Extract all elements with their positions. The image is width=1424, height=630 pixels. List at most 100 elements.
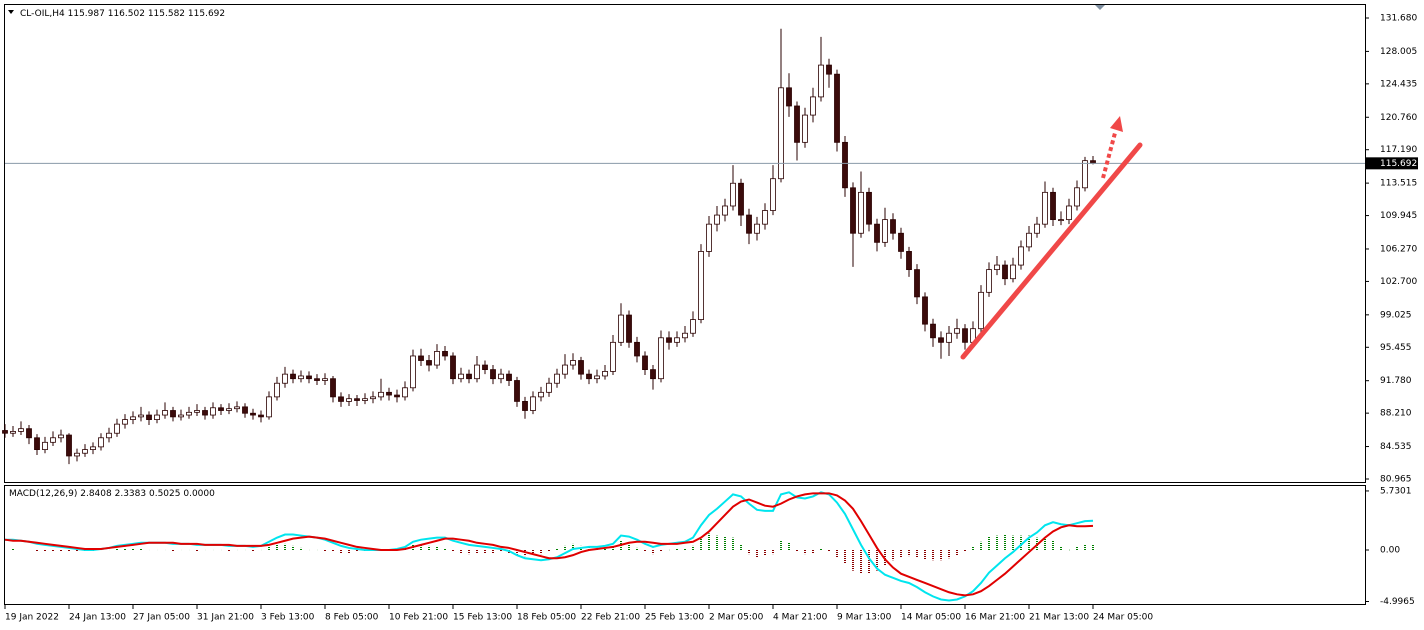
candle-body xyxy=(378,391,384,398)
candle-body xyxy=(66,434,72,457)
candle-body xyxy=(458,373,464,380)
candle-body xyxy=(682,332,688,339)
candle-body xyxy=(234,406,240,410)
x-tick-label: 10 Feb 21:00 xyxy=(389,613,448,623)
candle-body xyxy=(1082,160,1088,189)
candle-body xyxy=(650,369,656,380)
candle-body xyxy=(474,364,480,380)
candle-body xyxy=(370,396,376,400)
candle-body xyxy=(842,141,848,189)
candle-body xyxy=(634,341,640,357)
y-tick-label: -4.9965 xyxy=(1380,597,1415,607)
candle-body xyxy=(498,373,504,380)
candle-body xyxy=(362,398,368,401)
y-tick-label: 128.005 xyxy=(1380,47,1417,57)
candle-body xyxy=(490,369,496,380)
macd-header: MACD(12,26,9) 2.8408 2.3383 0.5025 0.000… xyxy=(9,489,215,499)
candle-body xyxy=(170,410,176,418)
projection-arrow xyxy=(1101,132,1117,179)
candle-body xyxy=(914,269,920,298)
candle-body xyxy=(402,387,408,398)
candle-body xyxy=(602,371,608,377)
y-tick-label: 117.190 xyxy=(1380,145,1417,155)
candle-body xyxy=(810,96,816,116)
x-tick-label: 16 Mar 21:00 xyxy=(965,613,1025,623)
candle-body xyxy=(802,114,808,143)
candle-body xyxy=(50,437,56,443)
candle-body xyxy=(786,87,792,107)
candle-body xyxy=(578,360,584,375)
y-tick-label: 113.515 xyxy=(1380,179,1417,189)
candle-body xyxy=(138,414,144,418)
candle-body xyxy=(570,360,576,366)
candle-body xyxy=(290,373,296,380)
candle-body xyxy=(154,414,160,420)
candle-body xyxy=(258,414,264,418)
y-tick-label: 124.435 xyxy=(1380,79,1417,89)
y-tick-label: 95.455 xyxy=(1380,343,1412,353)
candle-body xyxy=(1066,205,1072,221)
candle-body xyxy=(618,314,624,343)
candle-body xyxy=(218,407,224,411)
x-tick-label: 18 Feb 05:00 xyxy=(517,613,576,623)
macd-value: 2.8408 xyxy=(80,489,112,499)
candle-body xyxy=(298,375,304,380)
candle-body xyxy=(586,373,592,380)
candle-body xyxy=(202,410,208,416)
y-tick-label: 5.7301 xyxy=(1380,486,1412,496)
candle-body xyxy=(314,378,320,381)
candle-body xyxy=(106,432,112,439)
header-arrow xyxy=(8,10,14,14)
open: 115.987 xyxy=(68,9,105,19)
candle-body xyxy=(882,219,888,243)
candle-body xyxy=(74,452,80,457)
candle-body xyxy=(818,64,824,98)
candle-body xyxy=(450,355,456,380)
candle-body xyxy=(794,105,800,143)
candle-body xyxy=(626,314,632,343)
candle-body xyxy=(898,232,904,252)
candle-body xyxy=(714,214,720,225)
x-tick-label: 19 Jan 2022 xyxy=(5,613,59,623)
x-tick-label: 25 Feb 13:00 xyxy=(645,613,704,623)
candle-body xyxy=(754,223,760,234)
symbol: CL-OIL,H4 xyxy=(20,9,65,19)
candle-body xyxy=(762,210,768,225)
candle-body xyxy=(82,449,88,454)
candle-body xyxy=(1026,232,1032,248)
x-tick-label: 24 Jan 13:00 xyxy=(69,613,126,623)
candle-body xyxy=(282,373,288,384)
candle-body xyxy=(306,375,312,380)
candle-body xyxy=(178,414,184,418)
candle-body xyxy=(18,428,24,432)
candle-body xyxy=(58,434,64,439)
candle-body xyxy=(722,205,728,216)
price-label: 115.692 xyxy=(1380,159,1417,169)
x-tick-label: 21 Mar 13:00 xyxy=(1029,613,1089,623)
candle-body xyxy=(210,407,216,416)
x-tick-label: 14 Mar 05:00 xyxy=(901,613,961,623)
candle-body xyxy=(146,414,152,420)
candle-body xyxy=(994,264,1000,271)
x-tick-label: 8 Feb 05:00 xyxy=(325,613,379,623)
candle-body xyxy=(738,182,744,216)
candle-body xyxy=(986,269,992,293)
candle-body xyxy=(338,396,344,402)
candle-body xyxy=(346,398,352,402)
candle-body xyxy=(90,446,96,450)
candle-body xyxy=(418,355,424,361)
candle-body xyxy=(1058,219,1064,222)
candle-body xyxy=(226,408,232,411)
candle-body xyxy=(946,332,952,343)
y-tick-label: 99.025 xyxy=(1380,310,1412,320)
x-tick-label: 9 Mar 13:00 xyxy=(837,613,892,623)
x-tick-label: 22 Feb 21:00 xyxy=(581,613,640,623)
trend-line xyxy=(960,142,1143,360)
candle-body xyxy=(250,412,256,416)
candle-body xyxy=(522,401,528,411)
candle-body xyxy=(546,382,552,393)
candle-body xyxy=(1034,223,1040,234)
